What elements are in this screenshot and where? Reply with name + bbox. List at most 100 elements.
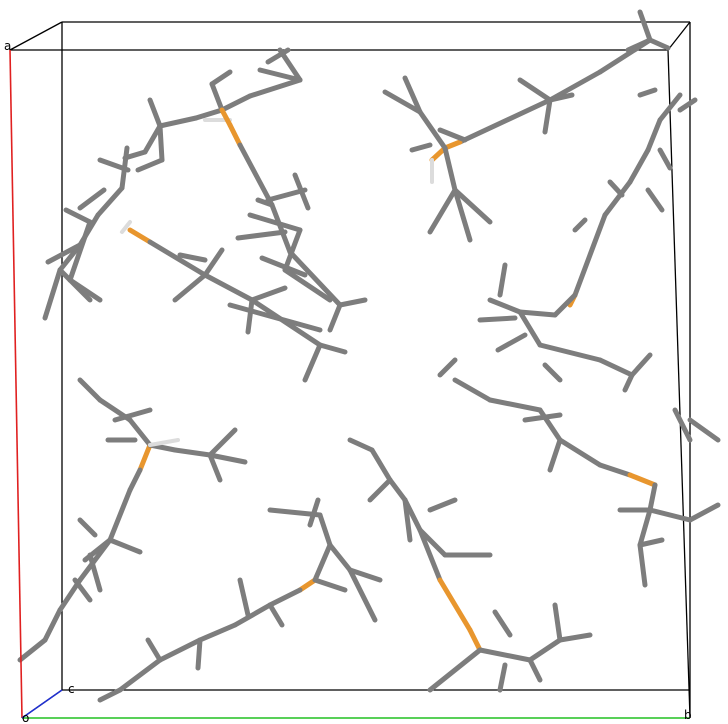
carbon-bond bbox=[77, 377, 103, 403]
carbon-bond bbox=[427, 497, 458, 513]
carbon-bond bbox=[622, 372, 635, 393]
carbon-bond bbox=[382, 89, 423, 115]
carbon-bond bbox=[497, 662, 508, 693]
carbon-bond bbox=[157, 123, 165, 163]
carbon-bond bbox=[452, 187, 493, 225]
carbon-bond bbox=[235, 229, 288, 241]
carbon-bond bbox=[265, 187, 308, 203]
carbon-bond bbox=[177, 252, 208, 263]
carbon-bond bbox=[209, 81, 225, 113]
carbon-bond bbox=[552, 292, 578, 318]
axis-b-label: b bbox=[684, 708, 692, 722]
carbon-bond bbox=[487, 397, 543, 413]
carbon-bond bbox=[207, 452, 248, 465]
phosphorus-bond bbox=[227, 122, 243, 148]
carbon-bond bbox=[452, 187, 473, 243]
carbon-bond bbox=[255, 197, 275, 208]
carbon-bond bbox=[657, 92, 683, 123]
carbon-bond bbox=[409, 142, 433, 153]
carbon-bond bbox=[265, 47, 291, 65]
carbon-bond bbox=[657, 147, 673, 171]
carbon-bond bbox=[427, 647, 483, 693]
phosphorus-bond bbox=[127, 227, 153, 245]
molecule-bonds bbox=[17, 9, 721, 703]
carbon-bond bbox=[302, 342, 323, 383]
carbon-bond bbox=[417, 527, 443, 583]
carbon-bond bbox=[97, 687, 123, 703]
carbon-bond bbox=[157, 115, 199, 129]
phosphorus-bond bbox=[297, 577, 318, 593]
carbon-bond bbox=[369, 447, 393, 483]
carbon-bond bbox=[135, 157, 165, 173]
carbon-bond bbox=[207, 452, 223, 483]
carbon-bond bbox=[517, 309, 543, 348]
carbon-bond bbox=[72, 577, 93, 603]
carbon-bond bbox=[249, 285, 288, 303]
carbon-bond bbox=[209, 69, 233, 87]
carbon-bond bbox=[487, 297, 523, 315]
carbon-bond bbox=[552, 602, 563, 643]
carbon-bond bbox=[107, 537, 143, 555]
hydrogen-bond bbox=[148, 438, 180, 447]
carbon-bond bbox=[522, 412, 563, 423]
axis-c-line bbox=[21, 689, 63, 719]
phosphorus-bond bbox=[137, 442, 153, 473]
carbon-bond bbox=[492, 609, 513, 638]
carbon-bond bbox=[647, 37, 671, 51]
carbon-bond bbox=[207, 427, 238, 458]
carbon-bond bbox=[327, 542, 353, 573]
carbon-bond bbox=[687, 502, 721, 523]
carbon-bond bbox=[402, 75, 423, 115]
carbon-bond bbox=[257, 67, 303, 83]
carbon-bond bbox=[437, 127, 468, 143]
carbon-bond bbox=[645, 117, 663, 153]
carbon-bond bbox=[647, 482, 658, 513]
carbon-bond bbox=[602, 179, 633, 218]
carbon-bond bbox=[202, 272, 255, 303]
carbon-bond bbox=[572, 217, 588, 233]
carbon-bond bbox=[45, 242, 83, 265]
carbon-bond bbox=[597, 462, 633, 478]
carbon-bond bbox=[63, 207, 93, 225]
carbon-bond bbox=[547, 92, 575, 103]
carbon-bond bbox=[597, 37, 653, 75]
axis-a-line bbox=[9, 49, 23, 719]
carbon-bond bbox=[17, 637, 48, 663]
carbon-bond bbox=[247, 212, 303, 233]
carbon-bond bbox=[247, 77, 303, 99]
carbon-bond bbox=[219, 93, 253, 113]
carbon-bond bbox=[87, 552, 103, 593]
cell-edge-depth-top-left bbox=[9, 21, 63, 51]
carbon-bond bbox=[687, 417, 721, 443]
carbon-bond bbox=[172, 272, 208, 303]
carbon-bond bbox=[637, 507, 653, 548]
carbon-bond bbox=[282, 267, 333, 303]
carbon-bond bbox=[312, 542, 333, 583]
carbon-bond bbox=[547, 69, 603, 103]
carbon-bond bbox=[637, 542, 648, 588]
carbon-bond bbox=[402, 497, 413, 543]
carbon-bond bbox=[637, 537, 665, 548]
carbon-bond bbox=[427, 187, 458, 235]
carbon-bond bbox=[597, 357, 635, 378]
carbon-bond bbox=[527, 637, 563, 663]
carbon-bond bbox=[337, 297, 368, 308]
carbon-bond bbox=[347, 567, 383, 583]
carbon-bond bbox=[495, 332, 528, 353]
carbon-bond bbox=[142, 123, 163, 155]
carbon-bond bbox=[629, 352, 653, 378]
carbon-bond bbox=[542, 362, 563, 383]
carbon-bond bbox=[282, 227, 303, 273]
carbon-bond bbox=[197, 622, 238, 643]
carbon-bond bbox=[259, 255, 308, 278]
carbon-bond bbox=[517, 77, 553, 103]
carbon-bond bbox=[327, 302, 343, 333]
carbon-bond bbox=[147, 239, 208, 278]
carbon-bond bbox=[227, 302, 323, 333]
carbon-bond bbox=[647, 507, 693, 523]
axis-c-label: c bbox=[68, 682, 75, 696]
carbon-bond bbox=[237, 142, 275, 208]
cell-axes: a b c o bbox=[4, 39, 692, 724]
carbon-bond bbox=[267, 602, 285, 628]
